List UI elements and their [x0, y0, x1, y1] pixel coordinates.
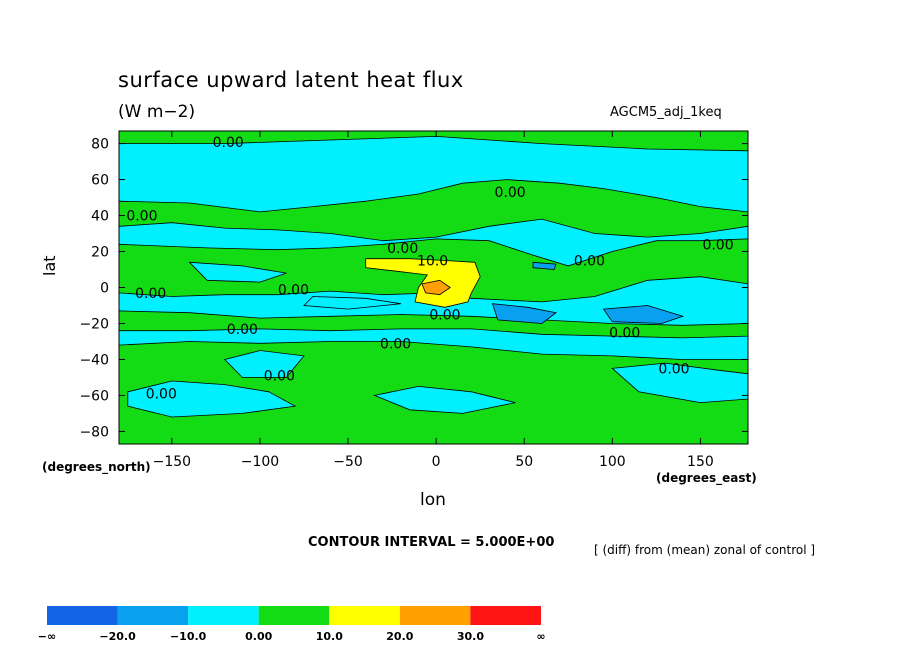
- contour-region-9: [188, 261, 287, 283]
- contour-region-13: [491, 303, 557, 324]
- y-tick-label: 60: [91, 173, 109, 189]
- contour-label-10: 0.00: [227, 322, 258, 338]
- contour-region-8: [611, 362, 748, 404]
- x-tick-label: 50: [515, 454, 533, 470]
- contour-label-7: 0.00: [135, 286, 166, 302]
- contour-label-0: 0.00: [213, 135, 244, 151]
- y-tick-label: −40: [79, 352, 109, 368]
- contour-label-12: 0.00: [609, 325, 640, 341]
- colorbar-label: 0.00: [245, 630, 272, 643]
- y-tick-label: −20: [79, 316, 109, 332]
- y-tick-label: −60: [79, 388, 109, 404]
- contour-region-2: [119, 310, 748, 339]
- contour-region-6: [223, 350, 305, 378]
- contour-label-2: 0.00: [495, 185, 526, 201]
- colorbar-label: −∞: [38, 630, 56, 643]
- x-tick-label: 0: [432, 454, 441, 470]
- contour-label-9: 0.00: [429, 307, 460, 323]
- y-tick-label: 80: [91, 137, 109, 153]
- contour-region-11: [365, 258, 481, 308]
- diff-note: [ (diff) from (mean) zonal of control ]: [594, 543, 816, 557]
- chart-units: (W m−2): [118, 102, 196, 122]
- chart-title: surface upward latent heat flux: [118, 68, 464, 92]
- x-tick-label: 150: [687, 454, 714, 470]
- contour-region-7: [373, 385, 516, 414]
- contour-label-6: 0.00: [702, 237, 733, 253]
- y-tick-label: 20: [91, 245, 109, 261]
- contour-region-4: [119, 131, 748, 152]
- x-axis-label: lon: [420, 490, 446, 510]
- contour-label-14: 0.00: [264, 369, 295, 385]
- colorbar-swatch: [470, 606, 541, 625]
- model-label: AGCM5_adj_1keq: [610, 105, 722, 120]
- contour-label-1: 0.00: [126, 209, 157, 225]
- colorbar-swatch: [399, 606, 471, 625]
- contour-region-0: [119, 179, 748, 242]
- colorbar-label: 20.0: [386, 630, 413, 643]
- colorbar-label: 10.0: [316, 630, 343, 643]
- contour-label-5: 0.00: [574, 254, 605, 270]
- contour-region-10: [303, 296, 401, 310]
- contour-region-12: [421, 279, 451, 296]
- contour-label-8: 0.00: [278, 282, 309, 298]
- y-axis-units: (degrees_north): [42, 460, 151, 474]
- colorbar-swatch: [258, 606, 330, 625]
- colorbar-label: −10.0: [170, 630, 207, 643]
- contour-label-4: 10.0: [417, 254, 448, 270]
- contour-label-11: 0.00: [380, 336, 411, 352]
- colorbar-label: ∞: [536, 630, 545, 643]
- colorbar-swatch: [329, 606, 400, 625]
- y-tick-label: 40: [91, 209, 109, 225]
- contour-label-15: 0.00: [146, 387, 177, 403]
- colorbar-swatch: [47, 606, 118, 625]
- x-axis-units: (degrees_east): [656, 471, 757, 485]
- contour-region-15: [532, 261, 557, 270]
- colorbar-label: 30.0: [457, 630, 484, 643]
- contour-label-13: 0.00: [658, 361, 689, 377]
- y-tick-label: −80: [79, 424, 109, 440]
- contour-label-3: 0.00: [387, 241, 418, 257]
- x-tick-label: −100: [241, 454, 279, 470]
- colorbar-label: −20.0: [99, 630, 136, 643]
- colorbar-swatch: [117, 606, 189, 625]
- contour-region-5: [127, 380, 297, 418]
- y-tick-label: 0: [100, 281, 109, 297]
- contour-region-14: [602, 305, 685, 324]
- x-tick-label: −50: [333, 454, 363, 470]
- x-tick-label: 100: [599, 454, 626, 470]
- contour-interval: CONTOUR INTERVAL = 5.000E+00: [308, 535, 555, 550]
- x-tick-label: −150: [153, 454, 191, 470]
- colorbar-swatch: [188, 606, 259, 625]
